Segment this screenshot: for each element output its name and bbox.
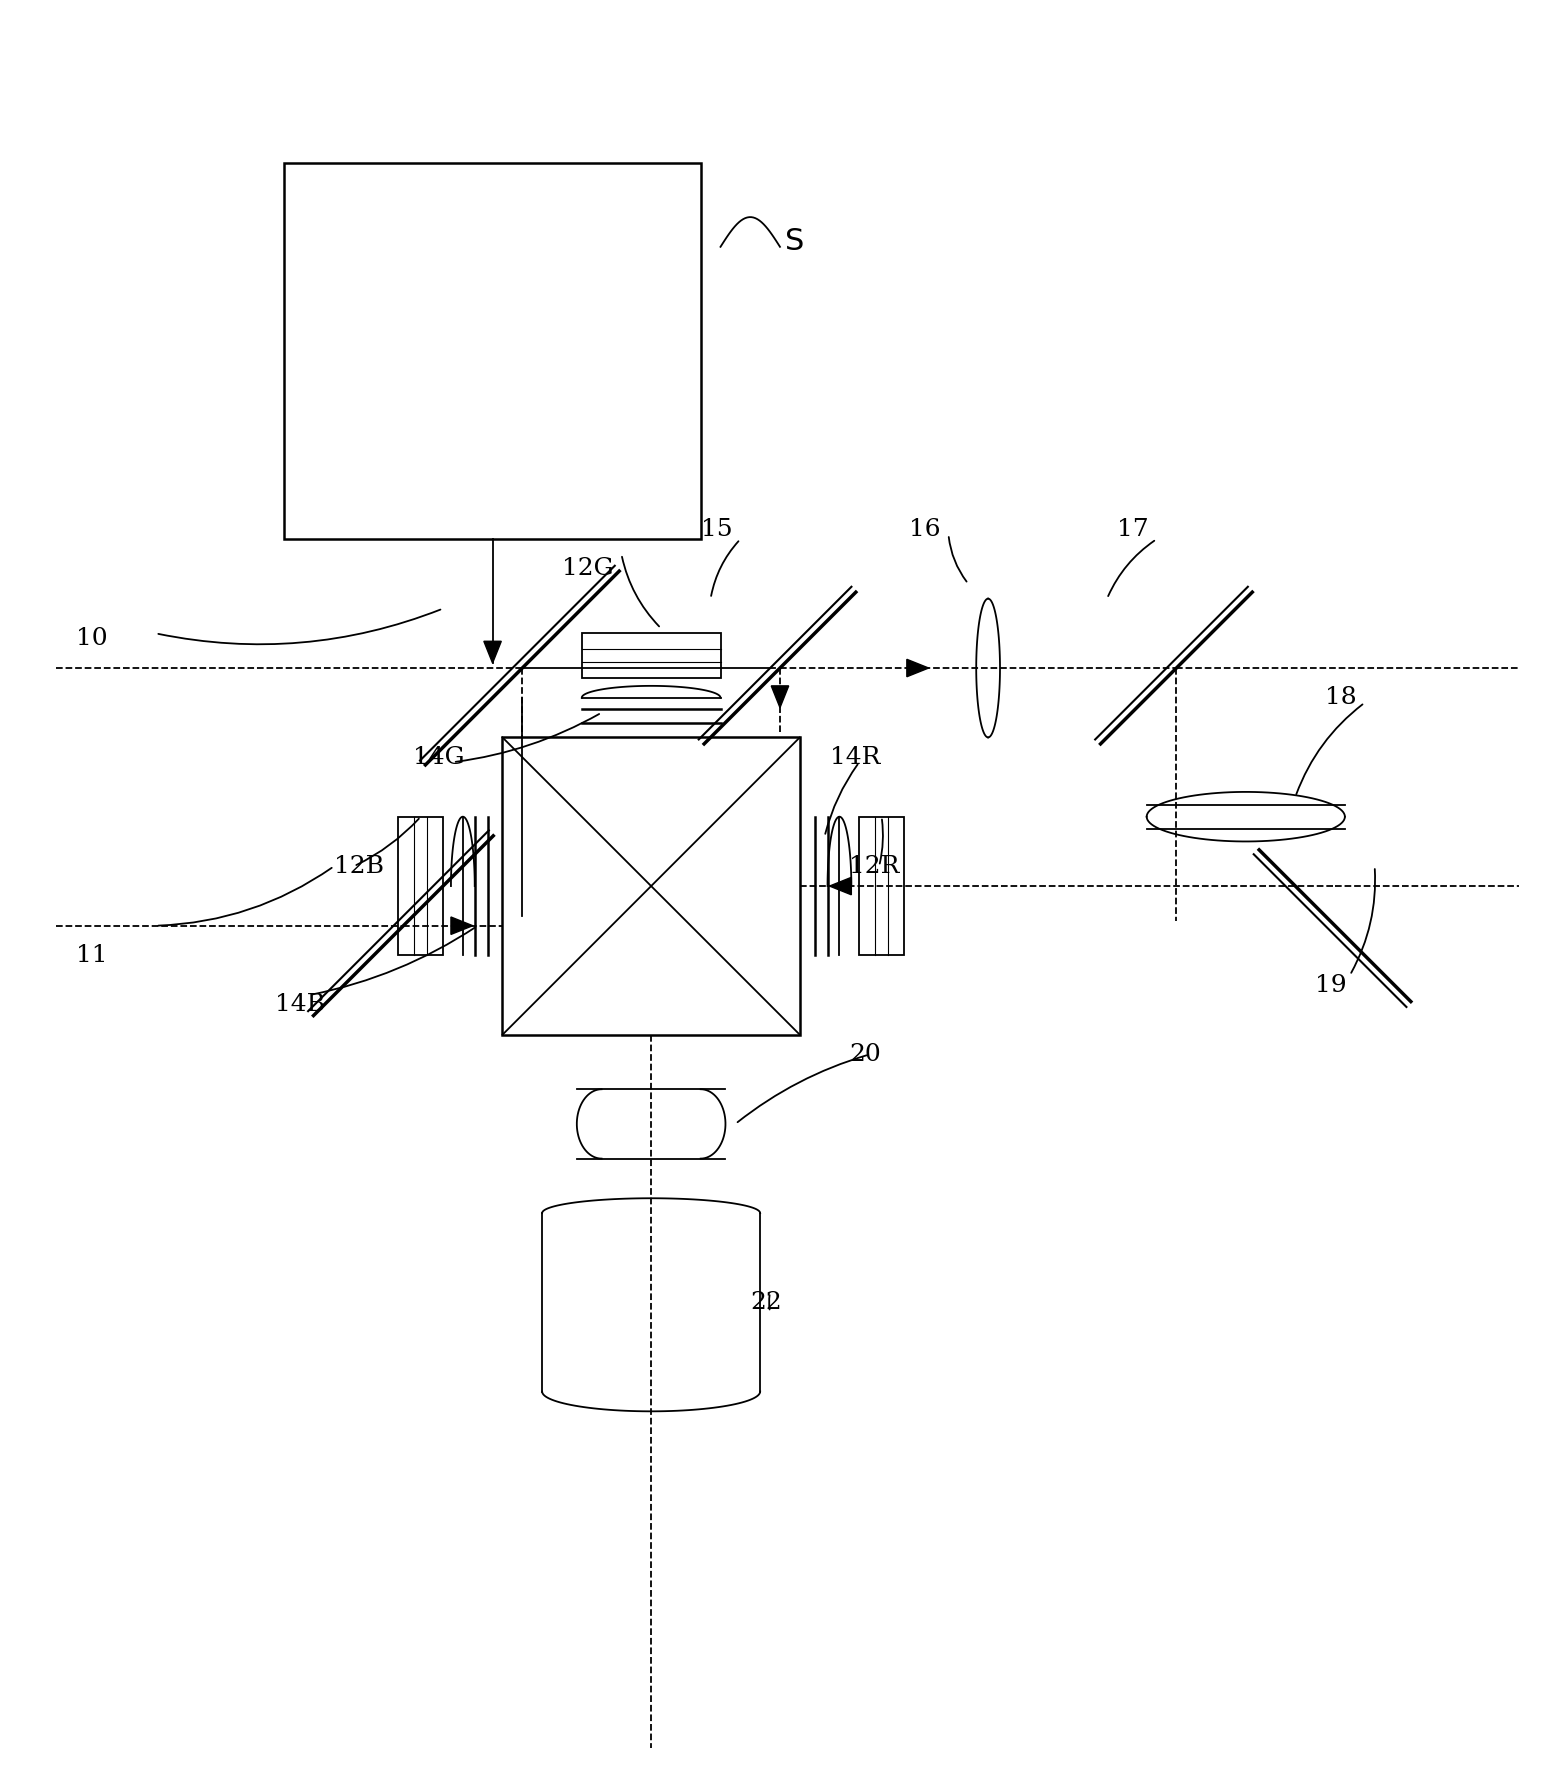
Text: 14R: 14R [829, 747, 879, 768]
Text: 11: 11 [76, 945, 107, 966]
Text: 16: 16 [909, 518, 940, 541]
Text: 18: 18 [1326, 686, 1357, 709]
Text: 15: 15 [700, 518, 733, 541]
Bar [859, 816, 904, 956]
Text: 10: 10 [76, 627, 107, 650]
Polygon shape [907, 659, 929, 677]
Bar [285, 163, 700, 539]
Text: 12G: 12G [562, 557, 613, 580]
Polygon shape [484, 641, 501, 663]
Text: 12R: 12R [850, 855, 899, 877]
Text: S: S [784, 227, 804, 257]
Text: 19: 19 [1315, 973, 1347, 997]
Polygon shape [513, 884, 531, 906]
Text: 12B: 12B [335, 855, 384, 877]
Polygon shape [451, 916, 473, 934]
Bar [503, 738, 800, 1034]
Bar [582, 634, 720, 679]
Polygon shape [772, 686, 789, 707]
Polygon shape [649, 659, 671, 677]
Text: 20: 20 [850, 1043, 881, 1066]
Polygon shape [829, 877, 851, 895]
Text: 17: 17 [1117, 518, 1148, 541]
Text: 14B: 14B [274, 993, 325, 1016]
Text: 14G: 14G [414, 747, 465, 768]
Bar [398, 816, 443, 956]
Text: 22: 22 [750, 1291, 783, 1314]
